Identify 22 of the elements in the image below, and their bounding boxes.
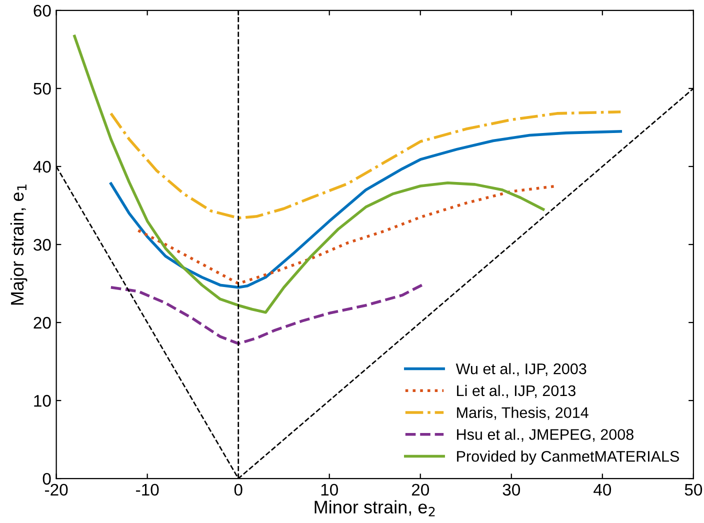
y-tick-label: 30 [34,238,51,251]
y-tick-label: 60 [34,4,51,17]
x-tick-label: 10 [321,484,338,496]
x-tick-label: 50 [684,484,702,496]
x-tick-label: -20 [45,484,68,496]
legend-label: Wu et al., IJP, 2003 [456,363,586,376]
y-tick-label: 50 [34,82,51,95]
legend-label: Hsu et al., JMEPEG, 2008 [457,428,634,442]
x-axis-title: Minor strain, e$_{2}$ [314,500,435,516]
y-tick-label: 20 [34,316,51,329]
x-tick-label: -10 [136,484,159,496]
y-tick-label: 10 [34,394,51,407]
legend-label: Provided by CanmetMATERIALS [457,450,679,465]
y-tick-label: 0 [42,472,51,485]
x-tick-label: 40 [594,484,612,496]
y-tick-label: 40 [33,160,51,173]
y-axis-title: Major strain, e$_{1}$ [10,184,28,305]
x-tick-label: 0 [234,484,242,496]
legend-label: Li et al., IJP, 2013 [457,384,576,398]
x-tick-label: 20 [412,484,430,496]
x-tick-label: 30 [502,484,520,496]
legend-label: Maris, Thesis, 2014 [457,406,588,420]
